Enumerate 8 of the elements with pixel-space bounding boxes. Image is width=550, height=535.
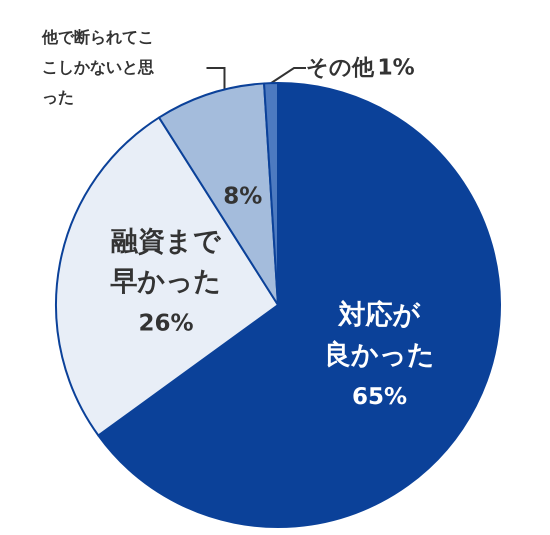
slice-label: 他で断られてここしかないと思った [41,28,154,106]
data-label: 26% [138,310,194,337]
data-label: 65% [352,384,408,410]
slice-label: 対応が良かった [324,299,436,370]
data-label: 8% [223,184,262,210]
slice-label: その他 [306,56,375,80]
slice-label: 融資まで早かった [110,226,222,298]
data-label: 1% [377,56,415,80]
